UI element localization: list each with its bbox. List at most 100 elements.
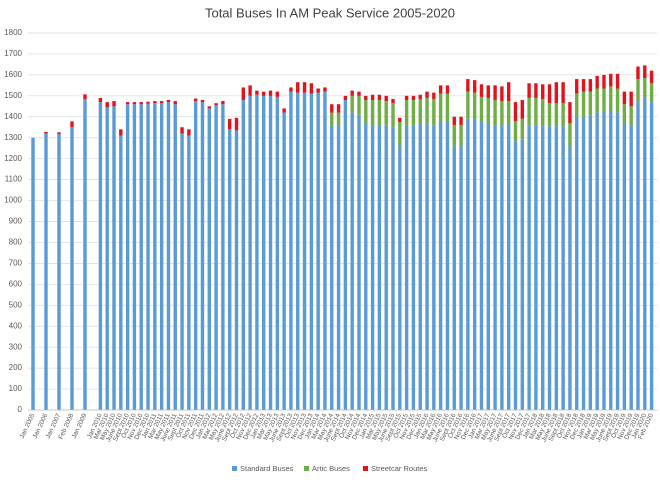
bar-segment bbox=[581, 91, 586, 117]
bar-segment bbox=[472, 92, 477, 120]
bar-segment bbox=[636, 102, 640, 410]
bar-segment bbox=[595, 112, 599, 410]
y-tick-label: 1500 bbox=[4, 91, 22, 100]
bar-segment bbox=[472, 80, 477, 93]
bar-segment bbox=[595, 75, 599, 89]
bar-segment bbox=[486, 97, 490, 124]
bar-segment bbox=[520, 118, 525, 140]
bar-segment bbox=[595, 88, 599, 113]
bar-segment bbox=[146, 103, 150, 410]
bar-segment bbox=[302, 82, 307, 93]
bar-segment bbox=[83, 94, 87, 99]
bar-segment bbox=[629, 106, 633, 126]
bar-segment bbox=[275, 96, 280, 410]
bar-segment bbox=[602, 111, 606, 411]
bar-segment bbox=[234, 130, 239, 410]
bar-segment bbox=[520, 100, 525, 119]
bar-segment bbox=[609, 110, 613, 410]
bar-segment bbox=[268, 90, 273, 96]
bar-segment bbox=[262, 91, 266, 96]
bar-segment bbox=[370, 100, 375, 126]
bar-segment bbox=[323, 87, 327, 92]
bar-segment bbox=[615, 112, 620, 410]
bar-segment bbox=[248, 95, 252, 410]
bar-segment bbox=[159, 103, 164, 411]
bar-segment bbox=[309, 93, 314, 410]
y-tick-label: 900 bbox=[9, 217, 23, 226]
y-tick-label: 200 bbox=[9, 363, 23, 372]
bar-segment bbox=[636, 79, 640, 103]
bar-segment bbox=[425, 97, 429, 125]
bar-segment bbox=[602, 74, 606, 89]
bar-segment bbox=[432, 125, 436, 411]
bar-segment bbox=[193, 101, 198, 410]
bar-segment bbox=[479, 96, 484, 123]
bar-segment bbox=[438, 85, 443, 94]
bar-segment bbox=[248, 85, 252, 96]
bar-segment bbox=[153, 101, 157, 104]
bar-segment bbox=[391, 98, 395, 104]
bar-segment bbox=[513, 120, 518, 142]
bar-segment bbox=[404, 125, 409, 411]
bar-segment bbox=[296, 82, 300, 93]
bar-segment bbox=[70, 127, 74, 410]
bar-segment bbox=[588, 79, 593, 92]
bar-segment bbox=[534, 125, 538, 411]
bar-segment bbox=[541, 126, 545, 411]
bar-segment bbox=[364, 95, 368, 101]
bar-segment bbox=[493, 100, 497, 126]
bar-segment bbox=[575, 116, 579, 411]
bar-segment bbox=[357, 95, 361, 115]
bar-segment bbox=[438, 93, 443, 121]
bar-segment bbox=[452, 146, 456, 410]
bar-segment bbox=[547, 103, 552, 127]
bar-segment bbox=[200, 100, 205, 103]
bar-segment bbox=[44, 133, 48, 411]
bar-segment bbox=[466, 91, 470, 119]
bar-segment bbox=[404, 95, 409, 101]
y-tick-label: 1700 bbox=[4, 49, 22, 58]
chart-title: Total Buses In AM Peak Service 2005-2020 bbox=[205, 5, 455, 20]
bar-segment bbox=[581, 79, 586, 92]
bar-segment bbox=[112, 101, 116, 107]
y-tick-label: 100 bbox=[9, 384, 23, 393]
bar-segment bbox=[432, 92, 436, 99]
bar-segment bbox=[445, 93, 450, 121]
bar-segment bbox=[486, 123, 490, 411]
bar-segment bbox=[31, 137, 35, 410]
bar-segment bbox=[622, 123, 627, 411]
bar-segment bbox=[527, 97, 531, 126]
bar-segment bbox=[159, 101, 164, 104]
bar-segment bbox=[255, 90, 259, 95]
bar-segment bbox=[438, 120, 443, 410]
bar-segment bbox=[112, 106, 116, 411]
bar-segment bbox=[343, 95, 348, 101]
bar-segment bbox=[425, 124, 429, 410]
bar-segment bbox=[384, 95, 388, 102]
bar-segment bbox=[153, 103, 157, 411]
bar-segment bbox=[57, 133, 61, 411]
legend-label: Streetcar Routes bbox=[371, 464, 428, 473]
bar-segment bbox=[547, 84, 552, 104]
bar-segment bbox=[493, 85, 497, 101]
bar-segment bbox=[282, 112, 286, 410]
bar-segment bbox=[166, 102, 171, 410]
legend-swatch bbox=[232, 466, 237, 471]
bar-segment bbox=[330, 125, 334, 411]
bar-segment bbox=[432, 98, 436, 126]
bar-segment bbox=[609, 86, 613, 111]
bar-segment bbox=[445, 85, 450, 94]
bar-segment bbox=[330, 112, 334, 126]
bar-segment bbox=[513, 141, 518, 410]
bar-segment bbox=[649, 70, 654, 84]
bar-segment bbox=[214, 103, 218, 106]
bar-segment bbox=[554, 82, 559, 104]
bar-segment bbox=[207, 106, 211, 109]
bar-segment bbox=[336, 104, 341, 113]
bar-segment bbox=[119, 129, 123, 136]
bar-segment bbox=[336, 125, 341, 411]
bar-segment bbox=[588, 115, 593, 410]
bar-segment bbox=[207, 108, 211, 411]
bar-segment bbox=[622, 104, 627, 124]
